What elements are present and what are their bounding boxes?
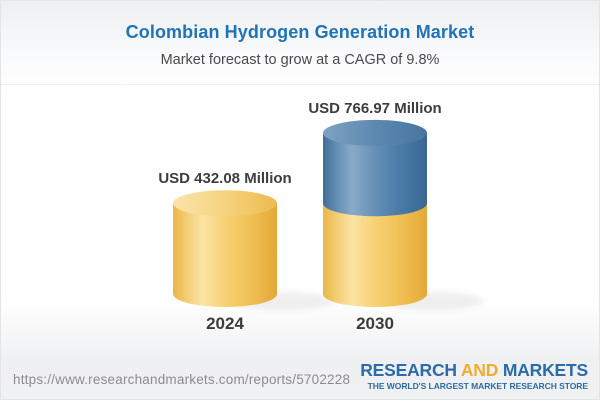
- footer: https://www.researchandmarkets.com/repor…: [0, 356, 600, 400]
- page-subtitle: Market forecast to grow at a CAGR of 9.8…: [160, 52, 440, 68]
- header-divider: [0, 84, 600, 85]
- value-label-2030: USD 766.97 Million: [308, 99, 442, 117]
- logo-word-research: RESEARCH: [360, 360, 457, 380]
- logo-word-and: AND: [460, 360, 499, 380]
- header: Colombian Hydrogen Generation Market Mar…: [0, 0, 600, 68]
- value-label-2024: USD 432.08 Million: [158, 170, 292, 188]
- brand-logo: RESEARCH AND MARKETS THE WORLD'S LARGEST…: [360, 361, 588, 391]
- category-label-2030: 2030: [356, 314, 394, 333]
- report-url: https://www.researchandmarkets.com/repor…: [13, 372, 351, 387]
- logo-word-markets: MARKETS: [502, 360, 588, 380]
- logo-tagline: THE WORLD'S LARGEST MARKET RESEARCH STOR…: [367, 381, 588, 391]
- page-title: Colombian Hydrogen Generation Market: [125, 22, 475, 42]
- logo-wordmark: RESEARCH AND MARKETS: [360, 361, 588, 379]
- category-label-2024: 2024: [206, 314, 244, 333]
